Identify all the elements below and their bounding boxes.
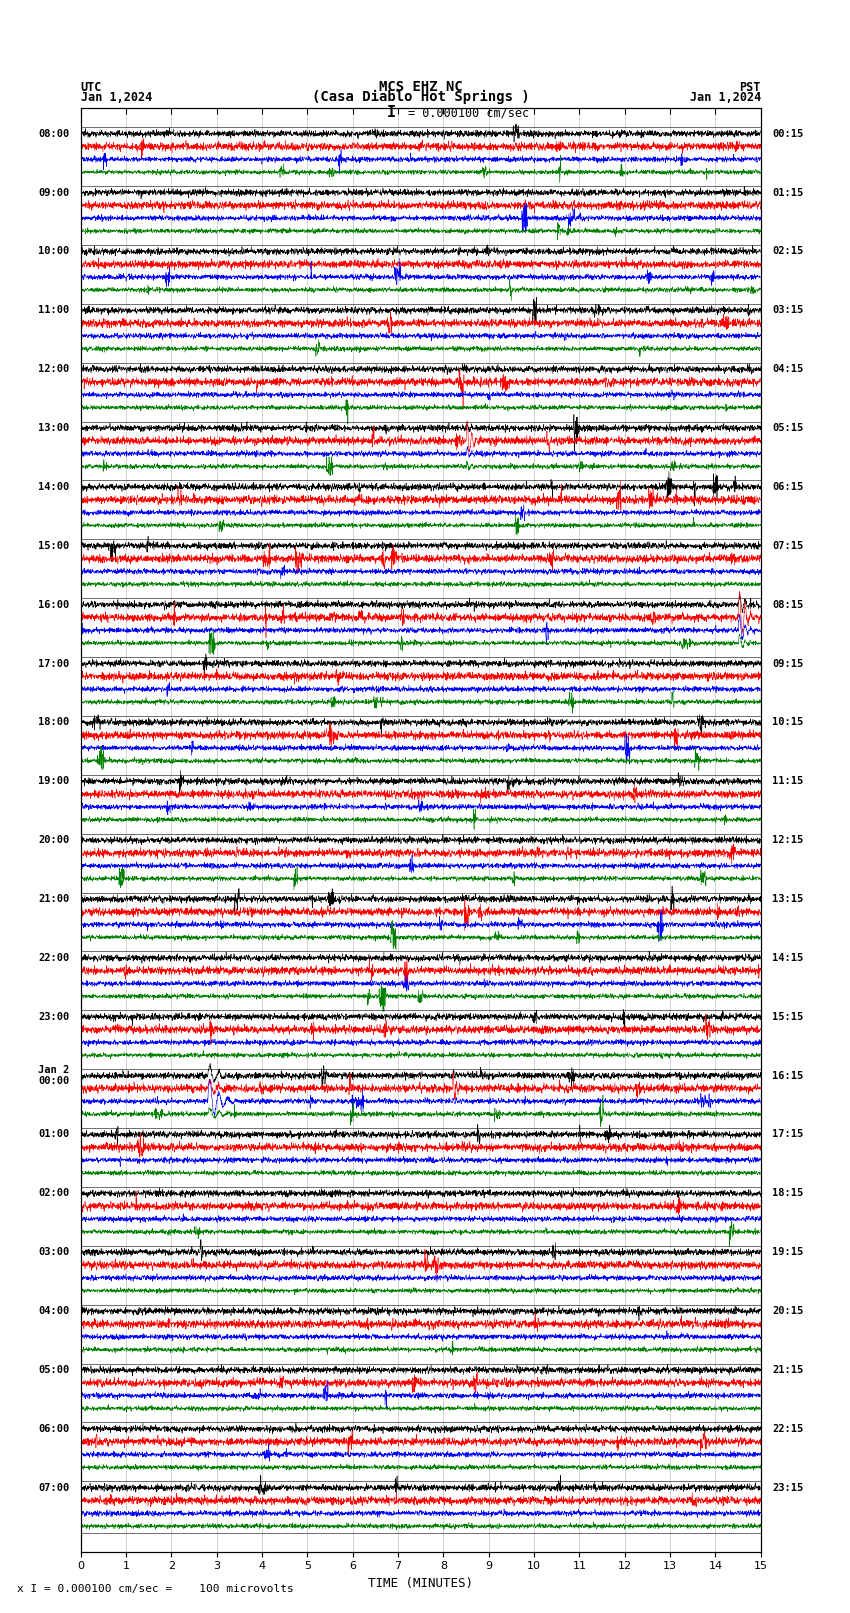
Text: Jan 1,2024: Jan 1,2024 <box>689 90 761 105</box>
Text: 14:15: 14:15 <box>772 953 803 963</box>
Text: MCS EHZ NC: MCS EHZ NC <box>379 81 462 94</box>
Text: 13:00: 13:00 <box>38 423 70 432</box>
Text: 04:00: 04:00 <box>38 1307 70 1316</box>
Text: 00:15: 00:15 <box>772 129 803 139</box>
Text: I: I <box>387 105 395 121</box>
Text: 07:00: 07:00 <box>38 1482 70 1492</box>
Text: 01:15: 01:15 <box>772 187 803 197</box>
Text: 09:15: 09:15 <box>772 658 803 668</box>
Text: 02:15: 02:15 <box>772 247 803 256</box>
Text: 21:15: 21:15 <box>772 1365 803 1374</box>
Text: PST: PST <box>740 81 761 94</box>
Text: (Casa Diablo Hot Springs ): (Casa Diablo Hot Springs ) <box>312 90 530 105</box>
Text: 07:15: 07:15 <box>772 540 803 550</box>
Text: 18:00: 18:00 <box>38 718 70 727</box>
Text: 06:00: 06:00 <box>38 1424 70 1434</box>
Text: 15:00: 15:00 <box>38 540 70 550</box>
Text: 17:15: 17:15 <box>772 1129 803 1139</box>
Text: 03:00: 03:00 <box>38 1247 70 1257</box>
Text: 06:15: 06:15 <box>772 482 803 492</box>
Text: 05:15: 05:15 <box>772 423 803 432</box>
Text: 08:15: 08:15 <box>772 600 803 610</box>
Text: 16:15: 16:15 <box>772 1071 803 1081</box>
Text: 04:15: 04:15 <box>772 365 803 374</box>
Text: 18:15: 18:15 <box>772 1189 803 1198</box>
X-axis label: TIME (MINUTES): TIME (MINUTES) <box>368 1578 473 1590</box>
Text: 03:15: 03:15 <box>772 305 803 315</box>
Text: 10:00: 10:00 <box>38 247 70 256</box>
Text: 22:00: 22:00 <box>38 953 70 963</box>
Text: 11:00: 11:00 <box>38 305 70 315</box>
Text: 17:00: 17:00 <box>38 658 70 668</box>
Text: Jan 2
00:00: Jan 2 00:00 <box>38 1065 70 1087</box>
Text: 20:15: 20:15 <box>772 1307 803 1316</box>
Text: 23:00: 23:00 <box>38 1011 70 1021</box>
Text: Jan 1,2024: Jan 1,2024 <box>81 90 152 105</box>
Text: 13:15: 13:15 <box>772 894 803 903</box>
Text: UTC: UTC <box>81 81 102 94</box>
Text: 09:00: 09:00 <box>38 187 70 197</box>
Text: 19:00: 19:00 <box>38 776 70 786</box>
Text: 12:00: 12:00 <box>38 365 70 374</box>
Text: 11:15: 11:15 <box>772 776 803 786</box>
Text: 10:15: 10:15 <box>772 718 803 727</box>
Text: 05:00: 05:00 <box>38 1365 70 1374</box>
Text: 02:00: 02:00 <box>38 1189 70 1198</box>
Text: 19:15: 19:15 <box>772 1247 803 1257</box>
Text: 08:00: 08:00 <box>38 129 70 139</box>
Text: 23:15: 23:15 <box>772 1482 803 1492</box>
Text: 21:00: 21:00 <box>38 894 70 903</box>
Text: 14:00: 14:00 <box>38 482 70 492</box>
Text: 01:00: 01:00 <box>38 1129 70 1139</box>
Text: 22:15: 22:15 <box>772 1424 803 1434</box>
Text: 12:15: 12:15 <box>772 836 803 845</box>
Text: x I = 0.000100 cm/sec =    100 microvolts: x I = 0.000100 cm/sec = 100 microvolts <box>17 1584 294 1594</box>
Text: 20:00: 20:00 <box>38 836 70 845</box>
Text: 15:15: 15:15 <box>772 1011 803 1021</box>
Text: = 0.000100 cm/sec: = 0.000100 cm/sec <box>408 106 529 119</box>
Text: 16:00: 16:00 <box>38 600 70 610</box>
